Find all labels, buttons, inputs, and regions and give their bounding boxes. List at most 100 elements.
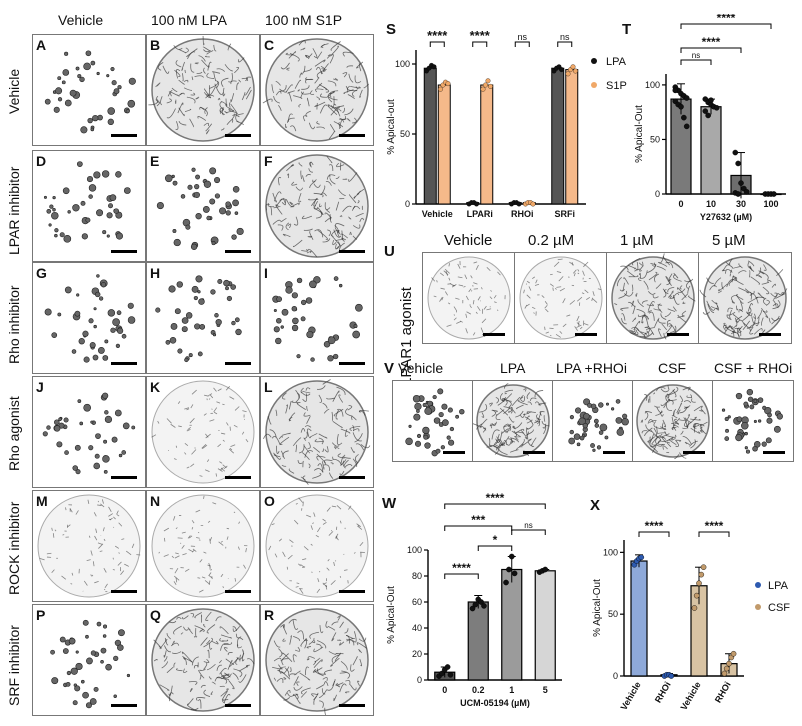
organoid-texture (543, 415, 546, 422)
organoid-texture (162, 65, 170, 74)
organoid-texture (464, 274, 468, 280)
organoid-dot (776, 413, 783, 420)
organoid-texture (677, 409, 681, 415)
organoid-texture (191, 656, 199, 666)
organoid-texture (67, 524, 71, 528)
organoid-texture (528, 286, 532, 291)
organoid-texture (97, 542, 103, 545)
organoid-texture (278, 664, 283, 670)
organoid-texture (356, 642, 368, 649)
data-point (721, 670, 728, 677)
micrograph (265, 494, 369, 598)
organoid-texture (116, 510, 119, 515)
organoid-dot (432, 394, 437, 400)
organoid-texture (543, 425, 547, 435)
micrograph-tile: L (260, 376, 374, 488)
micrograph-tile: D (32, 150, 146, 262)
organoid-texture (308, 463, 311, 469)
organoid-texture (653, 308, 662, 311)
organoid-texture (202, 46, 211, 52)
organoid-texture (263, 433, 272, 440)
organoid-texture (749, 293, 759, 304)
organoid-texture (658, 328, 662, 338)
organoid-texture (215, 80, 220, 88)
organoid-texture (686, 395, 692, 398)
organoid-texture (198, 670, 205, 679)
organoid-texture (178, 120, 187, 126)
column-header: LPA +RHOi (556, 360, 627, 376)
organoid-dot (115, 232, 124, 240)
data-point (573, 68, 578, 74)
organoid-texture (163, 554, 169, 557)
organoid-texture (307, 248, 318, 258)
organoid-dot (758, 419, 762, 423)
organoid-texture (583, 261, 589, 268)
organoid-texture (335, 223, 345, 228)
data-point (696, 580, 702, 587)
organoid-texture (173, 662, 176, 668)
organoid-texture (293, 216, 299, 226)
organoid-texture (120, 570, 125, 575)
organoid-dot (276, 296, 283, 303)
organoid-texture (303, 228, 313, 231)
organoid-texture (222, 699, 229, 704)
y-tick-label: 0 (655, 189, 660, 199)
data-point (438, 86, 443, 92)
organoid-texture (124, 563, 130, 567)
significance-label: **** (452, 561, 471, 575)
organoid-texture (620, 265, 629, 271)
organoid-texture (99, 550, 103, 552)
organoid-texture (592, 298, 598, 303)
organoid-texture (163, 656, 168, 662)
organoid-texture (664, 312, 672, 318)
organoid-texture (191, 449, 197, 455)
organoid-texture (631, 284, 634, 292)
data-point (700, 564, 707, 570)
organoid-texture (197, 116, 207, 121)
organoid-texture (642, 300, 648, 304)
organoid-texture (316, 96, 320, 101)
organoid-texture (678, 452, 687, 459)
organoid-texture (349, 684, 357, 691)
organoid-texture (329, 214, 332, 223)
organoid-texture (505, 400, 508, 406)
organoid-texture (742, 311, 751, 322)
organoid-texture (655, 444, 663, 447)
organoid-dot (52, 208, 56, 212)
organoid-texture (486, 308, 492, 311)
organoid-texture (358, 637, 367, 642)
organoid-texture (500, 442, 506, 446)
organoid-texture (621, 318, 627, 325)
organoid-texture (225, 658, 235, 665)
organoid-texture (157, 62, 164, 71)
organoid-texture (348, 193, 357, 204)
organoid-dot (72, 465, 79, 471)
organoid-texture (181, 61, 185, 71)
significance-label: **** (486, 492, 505, 505)
panel-letter: J (36, 379, 44, 395)
organoid-dot (281, 308, 289, 316)
organoid-texture (674, 454, 680, 460)
organoid-texture (654, 318, 659, 328)
organoid-dot (62, 648, 69, 654)
organoid-texture (206, 50, 214, 55)
organoid-dot (109, 194, 117, 201)
organoid-texture (293, 95, 302, 99)
column-header: LPA (500, 360, 526, 376)
organoid-texture (358, 649, 362, 654)
organoid-texture (690, 394, 692, 398)
organoid-texture (556, 271, 562, 273)
data-point (506, 566, 512, 573)
organoid-dot (127, 302, 134, 309)
organoid-texture (339, 575, 342, 578)
organoid-texture (208, 580, 211, 585)
organoid-dot (155, 307, 161, 313)
organoid-texture (273, 657, 282, 662)
organoid-texture (527, 441, 532, 446)
organoid-texture (236, 652, 245, 660)
organoid-texture (51, 527, 53, 531)
organoid-texture (285, 123, 288, 128)
organoid-dot (195, 174, 200, 180)
organoid-dot (725, 428, 729, 433)
organoid-texture (289, 539, 294, 544)
